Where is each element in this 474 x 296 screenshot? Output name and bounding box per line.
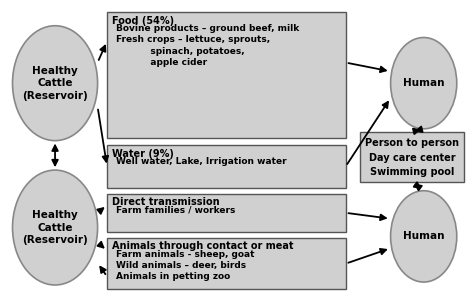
Text: Healthy
Cattle
(Reservoir): Healthy Cattle (Reservoir) bbox=[22, 66, 88, 101]
Text: Healthy
Cattle
(Reservoir): Healthy Cattle (Reservoir) bbox=[22, 210, 88, 245]
Text: Farm families / workers: Farm families / workers bbox=[116, 205, 235, 214]
Ellipse shape bbox=[12, 26, 98, 141]
Text: Day care center: Day care center bbox=[369, 152, 455, 163]
Text: Swimming pool: Swimming pool bbox=[370, 167, 454, 177]
Text: Water (9%): Water (9%) bbox=[112, 149, 173, 159]
Text: Food (54%): Food (54%) bbox=[112, 16, 174, 26]
Text: Well water, Lake, Irrigation water: Well water, Lake, Irrigation water bbox=[116, 157, 286, 166]
Text: Human: Human bbox=[403, 78, 445, 88]
FancyBboxPatch shape bbox=[107, 12, 346, 138]
Text: Animals through contact or meat: Animals through contact or meat bbox=[112, 242, 293, 251]
Text: Human: Human bbox=[403, 231, 445, 241]
FancyBboxPatch shape bbox=[107, 145, 346, 188]
Text: Direct transmission: Direct transmission bbox=[112, 197, 219, 207]
FancyBboxPatch shape bbox=[107, 194, 346, 232]
FancyBboxPatch shape bbox=[107, 238, 346, 289]
Ellipse shape bbox=[391, 38, 457, 129]
Text: apple cider: apple cider bbox=[116, 58, 207, 67]
Text: Person to person: Person to person bbox=[365, 138, 459, 148]
Text: spinach, potatoes,: spinach, potatoes, bbox=[116, 47, 244, 56]
Text: Farm animals - sheep, goat: Farm animals - sheep, goat bbox=[116, 250, 254, 259]
Text: Fresh crops – lettuce, sprouts,: Fresh crops – lettuce, sprouts, bbox=[116, 36, 270, 44]
Text: Wild animals – deer, birds: Wild animals – deer, birds bbox=[116, 261, 246, 270]
Ellipse shape bbox=[12, 170, 98, 285]
Ellipse shape bbox=[391, 191, 457, 282]
Text: Bovine products – ground beef, milk: Bovine products – ground beef, milk bbox=[116, 24, 299, 33]
FancyBboxPatch shape bbox=[360, 132, 464, 182]
Text: Animals in petting zoo: Animals in petting zoo bbox=[116, 272, 230, 281]
